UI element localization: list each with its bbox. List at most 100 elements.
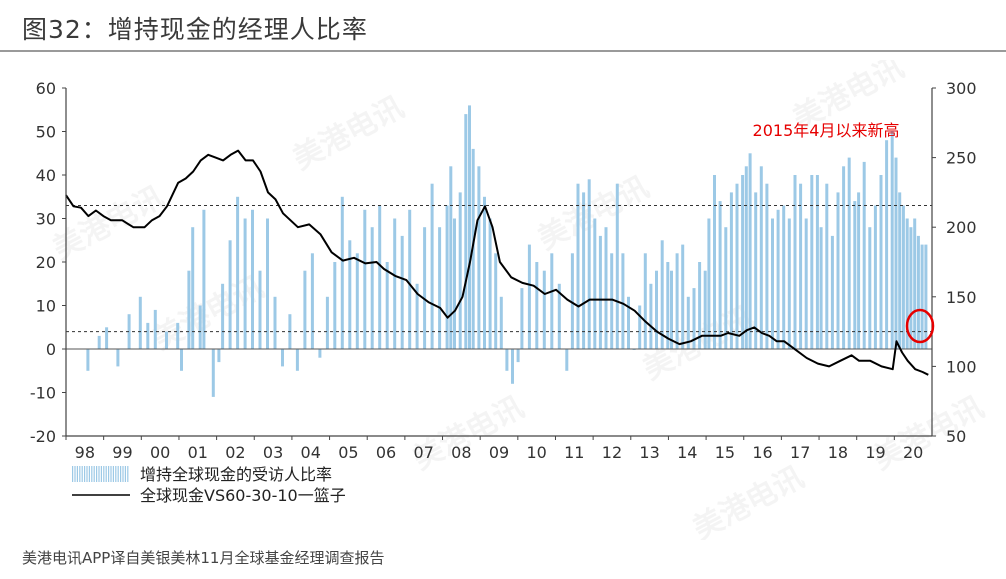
bar <box>885 140 889 349</box>
bar <box>890 131 894 349</box>
bar <box>782 205 786 349</box>
bar <box>879 175 883 349</box>
bar <box>570 253 574 349</box>
bar <box>621 253 625 349</box>
bar <box>355 253 359 349</box>
x-tick-label: 05 <box>338 443 358 462</box>
legend-bar-swatch <box>110 466 112 482</box>
legend-bar-swatch <box>127 466 129 482</box>
bar <box>862 161 866 349</box>
line-series <box>65 149 929 376</box>
watermark-text: 美港电讯 <box>407 390 529 477</box>
bar <box>868 227 872 349</box>
bar <box>464 114 468 349</box>
bar <box>105 327 109 350</box>
left-tick-label: -10 <box>30 384 56 403</box>
bar <box>819 227 823 349</box>
right-tick-label: 150 <box>946 288 977 307</box>
x-tick-label: 99 <box>112 443 132 462</box>
bar <box>853 201 857 349</box>
bar <box>295 349 299 371</box>
bar <box>468 105 471 350</box>
bar <box>191 227 195 349</box>
bar <box>909 227 913 349</box>
bar <box>453 218 456 349</box>
x-tick-label: 98 <box>75 443 95 462</box>
legend-bar-swatch <box>103 466 105 482</box>
bar <box>86 349 90 371</box>
legend-bar-swatch <box>96 466 98 482</box>
bar <box>830 235 834 349</box>
bar <box>765 183 769 349</box>
bar <box>924 244 928 349</box>
bar <box>527 244 531 349</box>
legend-bar-swatch <box>120 466 122 482</box>
bar <box>666 262 670 349</box>
bar <box>587 179 591 349</box>
bar <box>266 218 269 349</box>
bar <box>370 227 374 349</box>
bar <box>281 349 284 367</box>
bar <box>842 166 846 349</box>
bar <box>771 218 774 349</box>
bar <box>303 270 307 349</box>
bar <box>655 270 658 349</box>
bar <box>759 166 763 349</box>
bar <box>905 218 909 349</box>
bar <box>378 205 382 349</box>
source-note: 美港电讯APP译自美银美林11月全球基金经理调查报告 <box>22 549 385 567</box>
bar <box>754 192 758 349</box>
bar <box>920 244 924 349</box>
bar <box>670 270 673 349</box>
bar <box>516 349 520 363</box>
bar <box>483 196 486 350</box>
bar <box>180 349 183 371</box>
bar <box>741 175 745 349</box>
left-tick-label: 60 <box>36 79 56 98</box>
bar <box>698 262 702 349</box>
legend-bar-swatch <box>72 466 74 482</box>
bar <box>393 218 397 349</box>
legend-bar-swatch <box>112 466 114 482</box>
bar <box>348 240 352 350</box>
bar <box>604 227 608 349</box>
bar <box>873 205 877 349</box>
bar <box>707 218 711 349</box>
bar <box>729 192 733 349</box>
bar <box>153 309 157 349</box>
legend-bar-swatch <box>88 466 90 482</box>
bar <box>243 218 247 349</box>
legend-bar-swatch <box>84 466 86 482</box>
left-tick-label: 30 <box>36 210 56 229</box>
bar <box>713 175 716 349</box>
bar <box>787 218 791 349</box>
legend-bar-swatch <box>93 466 95 482</box>
chart-title: 图32：增持现金的经理人比率 <box>22 15 368 44</box>
legend-bar-swatch <box>79 466 81 482</box>
bar <box>438 227 442 349</box>
left-tick-label: 20 <box>36 253 56 272</box>
bar <box>176 322 180 349</box>
legend-bar-swatch <box>74 466 76 482</box>
bar <box>363 209 367 349</box>
bar <box>638 305 642 349</box>
bar <box>718 201 722 349</box>
bar <box>236 196 240 350</box>
right-tick-label: 50 <box>946 427 966 446</box>
bar <box>894 157 898 349</box>
bar <box>146 322 150 349</box>
bar <box>565 349 569 371</box>
x-tick-label: 02 <box>225 443 245 462</box>
left-tick-label: 10 <box>36 297 56 316</box>
bar <box>748 153 752 350</box>
bar <box>615 183 619 349</box>
bar <box>445 205 449 349</box>
legend-label-bars: 增持全球现金的受访人比率 <box>140 465 332 484</box>
bar <box>692 288 696 349</box>
x-tick-label: 06 <box>376 443 396 462</box>
x-tick-label: 03 <box>263 443 283 462</box>
bar <box>847 157 851 349</box>
annotation-marker <box>905 308 935 344</box>
bar <box>520 288 524 349</box>
bar <box>825 183 829 349</box>
